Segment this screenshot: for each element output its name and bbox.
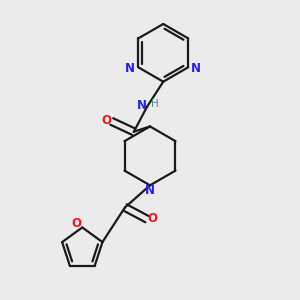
Text: N: N — [137, 99, 147, 112]
Text: O: O — [71, 218, 81, 230]
Text: H: H — [151, 99, 158, 110]
Text: N: N — [191, 62, 201, 75]
Text: N: N — [145, 184, 155, 197]
Text: N: N — [125, 62, 135, 75]
Text: O: O — [147, 212, 158, 225]
Text: O: O — [101, 114, 111, 127]
